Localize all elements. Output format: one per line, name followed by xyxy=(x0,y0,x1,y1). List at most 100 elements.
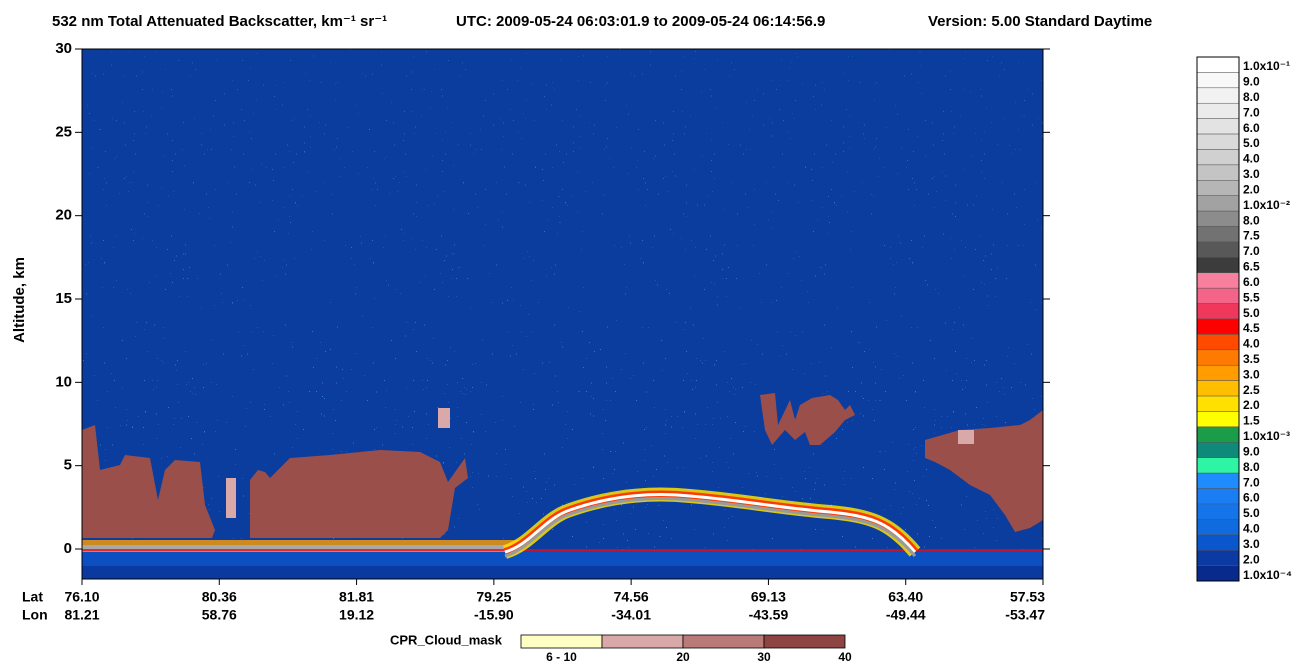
terrain-white xyxy=(504,493,917,554)
colorbar-swatch xyxy=(1196,210,1240,227)
lat-tick-label: 79.25 xyxy=(476,589,511,605)
version: Version: 5.00 Standard Daytime xyxy=(928,13,1152,30)
y-tick-label: 30 xyxy=(55,40,72,57)
lat-tick-label: 69.13 xyxy=(751,589,786,605)
colorbar-swatch xyxy=(1196,534,1240,551)
colorbar-swatch xyxy=(1196,72,1240,89)
chart-title: 532 nm Total Attenuated Backscatter, km⁻… xyxy=(52,13,387,30)
colorbar-label: 5.5 xyxy=(1243,290,1260,304)
subsurface-deep xyxy=(82,566,1043,579)
clouds-light xyxy=(226,408,974,518)
y-tick-label: 15 xyxy=(55,290,72,307)
backscatter-image xyxy=(82,49,1043,579)
colorbar-label: 2.0 xyxy=(1243,552,1260,566)
colorbar-swatch xyxy=(1196,411,1240,428)
colorbar-swatch xyxy=(1196,426,1240,443)
colorbar-swatch xyxy=(1196,488,1240,505)
colorbar-swatch xyxy=(1196,226,1240,243)
plot-frame xyxy=(81,48,1044,580)
colorbar-label: 6.0 xyxy=(1243,491,1260,505)
y-tick-label: 25 xyxy=(55,123,72,140)
lat-tick-label: 63.40 xyxy=(888,589,923,605)
colorbar-label: 3.0 xyxy=(1243,167,1260,181)
lon-tick-label: 81.21 xyxy=(64,607,99,623)
colorbar-label: 1.5 xyxy=(1243,414,1260,428)
colorbar-swatch xyxy=(1196,503,1240,520)
colorbar-label: 2.0 xyxy=(1243,182,1260,196)
colorbar-frame xyxy=(1196,56,1240,582)
y-tick-label: 0 xyxy=(64,540,72,557)
colorbar-swatch xyxy=(1196,56,1240,73)
lat-tick-label: 76.10 xyxy=(64,589,99,605)
colorbar-label: 6.5 xyxy=(1243,260,1260,274)
colorbar-swatch xyxy=(1196,257,1240,274)
colorbar-swatch xyxy=(1196,287,1240,304)
colorbar-label: 3.0 xyxy=(1243,367,1260,381)
colorbar-swatch xyxy=(1196,364,1240,381)
colorbar-swatch xyxy=(1196,272,1240,289)
colorbar-label: 6.0 xyxy=(1243,121,1260,135)
colorbar-label: 2.0 xyxy=(1243,398,1260,412)
colorbar-label: 1.0x10⁻⁴ xyxy=(1243,568,1292,582)
colorbar-label: 9.0 xyxy=(1243,75,1260,89)
cloud-mask-swatch xyxy=(601,634,684,649)
lon-tick-label: -43.59 xyxy=(749,607,789,623)
cloud-mask-swatch xyxy=(520,634,603,649)
colorbar-swatch xyxy=(1196,334,1240,351)
colorbar-swatch xyxy=(1196,549,1240,566)
lon-tick-label: -15.90 xyxy=(474,607,514,623)
colorbar-swatch xyxy=(1196,457,1240,474)
colorbar-swatch xyxy=(1196,195,1240,212)
terrain-gray xyxy=(504,497,917,558)
colorbar-label: 8.0 xyxy=(1243,460,1260,474)
cloud-mask-label: 30 xyxy=(757,650,771,664)
colorbar-swatch xyxy=(1196,565,1240,582)
lon-tick-label: -49.44 xyxy=(886,607,926,623)
colorbar-swatch xyxy=(1196,519,1240,536)
colorbar-swatch xyxy=(1196,180,1240,196)
colorbar-label: 1.0x10⁻² xyxy=(1243,198,1290,212)
colorbar-label: 7.0 xyxy=(1243,244,1260,258)
lat-tick-label: 57.53 xyxy=(1010,589,1045,605)
cloud-mask-label: 6 - 10 xyxy=(546,650,577,664)
colorbar-label: 9.0 xyxy=(1243,444,1260,458)
colorbar-label: 7.0 xyxy=(1243,105,1260,119)
colorbar-label: 4.0 xyxy=(1243,337,1260,351)
lat-tick-label: 74.56 xyxy=(614,589,649,605)
clouds xyxy=(82,393,1043,538)
colorbar-swatch xyxy=(1196,349,1240,366)
cloud-mask-label: 20 xyxy=(676,650,690,664)
colorbar-swatch xyxy=(1196,318,1240,335)
colorbar-swatch xyxy=(1196,472,1240,489)
lat-tick-label: 81.81 xyxy=(339,589,374,605)
colorbar-label: 1.0x10⁻¹ xyxy=(1243,59,1290,73)
colorbar-swatch xyxy=(1196,442,1240,458)
cloud-mask-title: CPR_Cloud_mask xyxy=(390,632,503,647)
colorbar-swatch xyxy=(1196,303,1240,320)
y-tick-label: 10 xyxy=(55,373,72,390)
colorbar-swatch xyxy=(1196,118,1240,135)
colorbar-label: 7.5 xyxy=(1243,229,1260,243)
colorbar-label: 5.0 xyxy=(1243,506,1260,520)
lon-tick-label: -34.01 xyxy=(611,607,651,623)
lon-tick-label: -53.47 xyxy=(1005,607,1045,623)
colorbar-swatch xyxy=(1196,102,1240,119)
lon-label: Lon xyxy=(22,607,48,623)
colorbar-swatch xyxy=(1196,149,1240,166)
colorbar-swatch xyxy=(1196,395,1240,412)
colorbar-label: 4.5 xyxy=(1243,321,1260,335)
colorbar-label: 5.0 xyxy=(1243,136,1260,150)
colorbar-swatch xyxy=(1196,380,1240,397)
y-tick-label: 20 xyxy=(55,207,72,224)
cloud-mask-swatch xyxy=(682,634,765,649)
colorbar-label: 3.5 xyxy=(1243,352,1260,366)
colorbar-label: 3.0 xyxy=(1243,537,1260,551)
colorbar-label: 6.0 xyxy=(1243,275,1260,289)
colorbar-swatch xyxy=(1196,164,1240,181)
colorbar-label: 8.0 xyxy=(1243,213,1260,227)
lon-tick-label: 19.12 xyxy=(339,607,374,623)
y-tick-label: 5 xyxy=(64,457,72,474)
colorbar-label: 7.0 xyxy=(1243,475,1260,489)
y-axis-label: Altitude, km xyxy=(11,257,28,343)
lon-tick-label: 58.76 xyxy=(202,607,237,623)
